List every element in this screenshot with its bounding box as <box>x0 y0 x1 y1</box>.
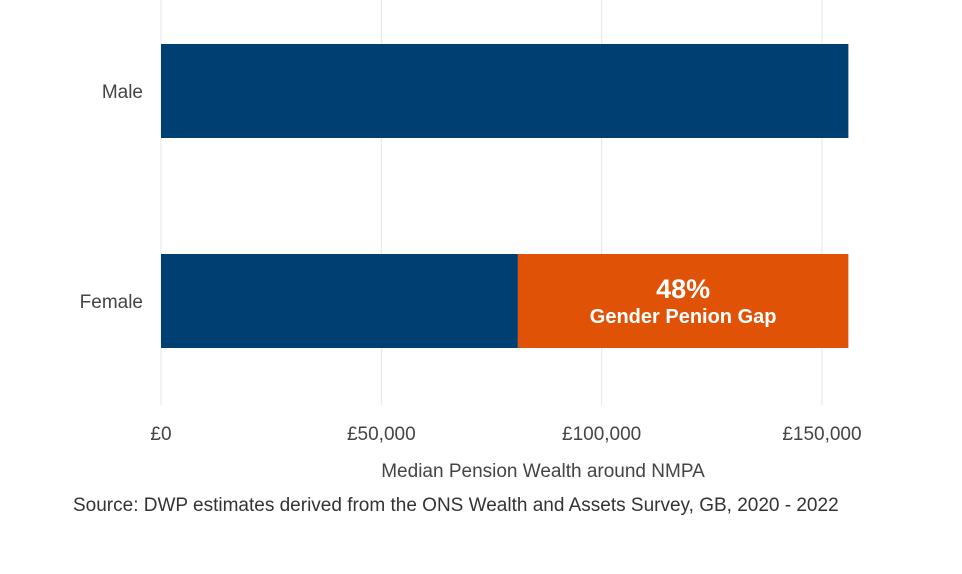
gap-annotation: 48% Gender Penion Gap <box>590 274 777 328</box>
bar-male-0 <box>161 44 849 138</box>
x-axis-title: Median Pension Wealth around NMPA <box>381 461 705 482</box>
x-tick-label-1: £50,000 <box>347 424 416 445</box>
x-tick-label-0: £0 <box>150 424 171 445</box>
x-tick-label-3: £150,000 <box>782 424 861 445</box>
bar-female-0 <box>161 254 518 348</box>
bars <box>161 44 849 348</box>
bar-chart: Male Female £0 £50,000 £100,000 £150,000 48%… <box>80 0 862 482</box>
bar-female-1 <box>517 254 849 348</box>
gap-percent-label: 48% <box>656 274 710 304</box>
source-note: Source: DWP estimates derived from the O… <box>73 495 839 516</box>
x-tick-labels: £0 £50,000 £100,000 £150,000 <box>150 424 861 445</box>
x-tick-label-2: £100,000 <box>562 424 641 445</box>
gap-text-label: Gender Penion Gap <box>590 306 777 328</box>
category-label-female: Female <box>80 292 143 313</box>
category-labels: Male Female <box>80 82 143 313</box>
category-label-male: Male <box>102 82 143 103</box>
